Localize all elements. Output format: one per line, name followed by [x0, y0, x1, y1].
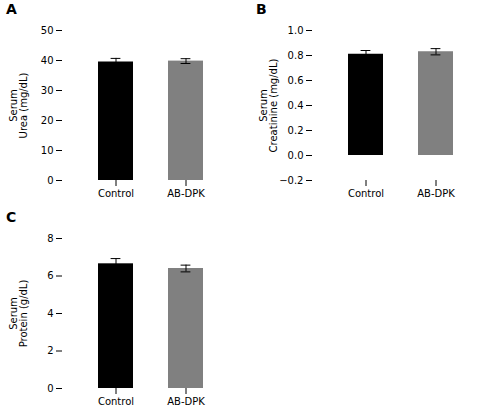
- svg-text:10: 10: [41, 145, 54, 156]
- svg-text:40: 40: [41, 55, 54, 66]
- svg-text:SerumUrea (mg/dL): SerumUrea (mg/dL): [8, 72, 29, 138]
- svg-text:SerumCreatinine (mg/dL): SerumCreatinine (mg/dL): [258, 58, 279, 152]
- svg-text:AB-DPK: AB-DPK: [167, 396, 205, 407]
- svg-text:−0.2: −0.2: [279, 175, 303, 186]
- svg-text:AB-DPK: AB-DPK: [167, 188, 205, 199]
- html-text:A: A: [6, 1, 17, 17]
- svg-text:Control: Control: [98, 396, 134, 407]
- svg-text:1.0: 1.0: [288, 25, 304, 36]
- svg-text:0.8: 0.8: [288, 50, 304, 61]
- html-text:B: B: [256, 1, 267, 17]
- svg-text:Control: Control: [348, 188, 384, 199]
- svg-text:0: 0: [47, 175, 53, 186]
- svg-text:0.4: 0.4: [288, 100, 304, 111]
- svg-text:0.2: 0.2: [288, 125, 304, 136]
- svg-text:6: 6: [47, 270, 53, 281]
- svg-text:0.6: 0.6: [288, 75, 304, 86]
- svg-text:AB-DPK: AB-DPK: [417, 188, 455, 199]
- svg-text:50: 50: [41, 25, 54, 36]
- svg-text:2: 2: [47, 345, 53, 356]
- svg-text:SerumProtein (g/dL): SerumProtein (g/dL): [8, 280, 29, 348]
- svg-text:8: 8: [47, 233, 53, 244]
- svg-text:30: 30: [41, 85, 54, 96]
- svg-text:20: 20: [41, 115, 54, 126]
- svg-text:4: 4: [47, 308, 53, 319]
- svg-text:0.0: 0.0: [288, 150, 304, 161]
- html-text:C: C: [6, 209, 17, 225]
- svg-text:0: 0: [47, 383, 53, 394]
- svg-text:Control: Control: [98, 188, 134, 199]
